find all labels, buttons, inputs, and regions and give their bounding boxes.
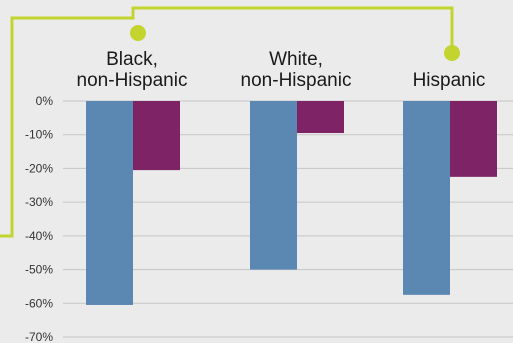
category-label: White, [269,49,323,70]
y-tick-label: -60% [25,296,53,310]
y-tick-label: -30% [25,195,53,209]
y-tick-label: -50% [25,263,53,277]
bar [297,101,344,134]
category-label: Hispanic [413,70,486,91]
category-label: non-Hispanic [241,70,352,91]
annotation-dot [130,25,146,41]
y-tick-label: -20% [25,161,53,175]
bar [133,101,180,171]
category-label: Black, [106,49,158,70]
y-tick-label: 0% [36,94,54,108]
annotation-dot [444,45,460,61]
y-tick-label: -10% [25,128,53,142]
bar [86,101,133,305]
y-tick-label: -40% [25,229,53,243]
y-tick-label: -70% [25,330,53,343]
bar [403,101,450,295]
category-label: non-Hispanic [77,70,188,91]
bar [450,101,497,177]
bar [250,101,297,270]
annotation-connector [0,6,454,238]
